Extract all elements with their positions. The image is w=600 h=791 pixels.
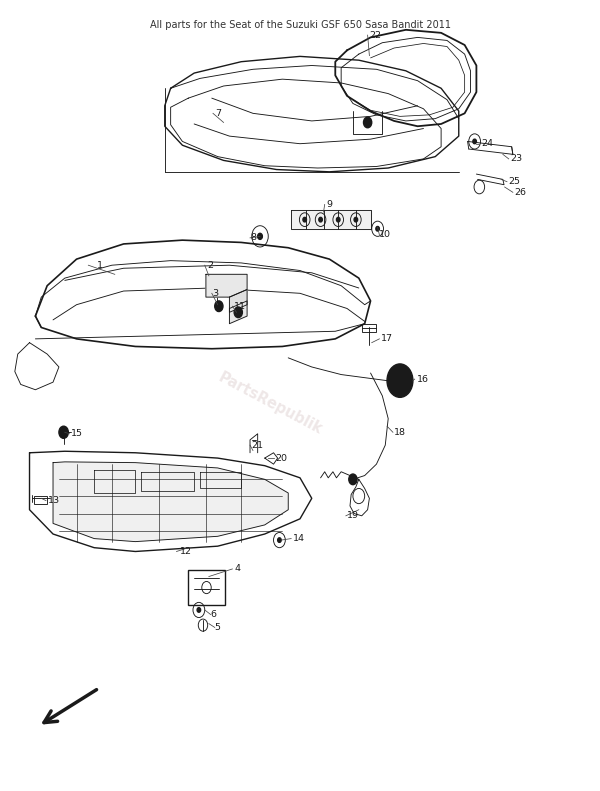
Text: 9: 9 <box>326 200 332 209</box>
Circle shape <box>234 307 242 318</box>
Text: 19: 19 <box>347 511 359 520</box>
Text: 24: 24 <box>481 139 493 148</box>
Polygon shape <box>229 301 247 324</box>
Circle shape <box>354 218 358 222</box>
Text: 11: 11 <box>234 301 246 311</box>
Text: 3: 3 <box>212 289 218 297</box>
Circle shape <box>364 117 372 128</box>
Text: 25: 25 <box>509 177 521 186</box>
Text: 21: 21 <box>252 441 264 449</box>
Text: PartsRepublik: PartsRepublik <box>216 369 325 437</box>
Text: 26: 26 <box>515 187 527 197</box>
Polygon shape <box>35 240 371 349</box>
Circle shape <box>337 218 340 222</box>
Circle shape <box>349 474 357 485</box>
Text: 22: 22 <box>370 31 382 40</box>
Circle shape <box>278 538 281 543</box>
Polygon shape <box>291 210 371 229</box>
Circle shape <box>257 233 262 240</box>
Polygon shape <box>29 451 312 551</box>
Circle shape <box>59 426 68 438</box>
Polygon shape <box>335 30 476 127</box>
Bar <box>34 496 47 504</box>
Polygon shape <box>206 274 247 297</box>
Text: 8: 8 <box>250 233 256 242</box>
Text: 2: 2 <box>207 261 213 270</box>
Circle shape <box>398 377 403 384</box>
Circle shape <box>387 364 413 397</box>
Circle shape <box>473 139 476 144</box>
Polygon shape <box>350 479 370 516</box>
Text: 15: 15 <box>71 430 83 438</box>
Text: 12: 12 <box>179 547 191 556</box>
Text: 20: 20 <box>275 453 287 463</box>
Text: 18: 18 <box>394 428 406 437</box>
Circle shape <box>197 607 200 612</box>
Text: 13: 13 <box>49 496 61 505</box>
Circle shape <box>215 301 223 312</box>
Bar <box>362 324 376 332</box>
Text: 23: 23 <box>511 154 523 164</box>
Text: 14: 14 <box>293 534 305 543</box>
Text: 1: 1 <box>97 261 103 270</box>
Text: 5: 5 <box>215 623 221 632</box>
Polygon shape <box>165 56 459 172</box>
Circle shape <box>376 226 379 231</box>
Text: All parts for the Seat of the Suzuki GSF 650 Sasa Bandit 2011: All parts for the Seat of the Suzuki GSF… <box>149 20 451 30</box>
Circle shape <box>303 218 307 222</box>
Polygon shape <box>53 462 288 542</box>
Circle shape <box>319 218 322 222</box>
Text: 7: 7 <box>215 109 221 118</box>
Text: 4: 4 <box>234 565 240 573</box>
Polygon shape <box>15 343 59 390</box>
Text: 10: 10 <box>379 230 391 240</box>
Text: 17: 17 <box>381 335 393 343</box>
Polygon shape <box>229 290 247 312</box>
Text: 6: 6 <box>211 610 217 619</box>
Text: 16: 16 <box>416 375 428 384</box>
Bar <box>188 570 225 604</box>
